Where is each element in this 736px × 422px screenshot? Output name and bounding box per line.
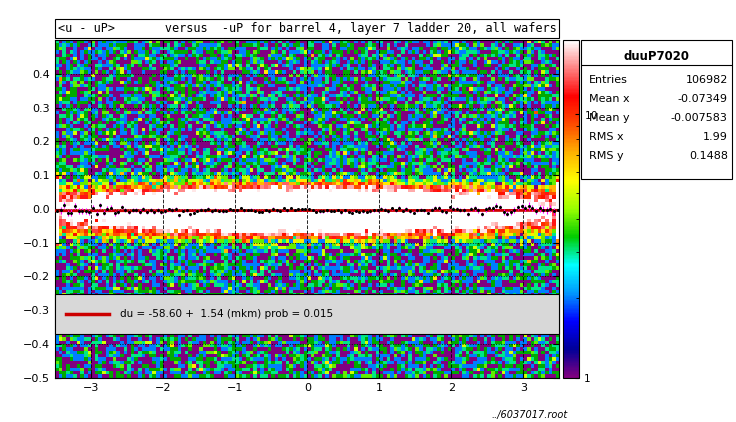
Text: 1.99: 1.99: [703, 132, 728, 142]
Text: Mean x: Mean x: [589, 94, 629, 104]
Text: Mean y: Mean y: [589, 113, 629, 123]
Text: RMS y: RMS y: [589, 151, 623, 161]
Text: 106982: 106982: [685, 76, 728, 86]
Text: du = -58.60 +  1.54 (mkm) prob = 0.015: du = -58.60 + 1.54 (mkm) prob = 0.015: [120, 309, 333, 319]
Text: <u - uP>       versus  -uP for barrel 4, layer 7 ladder 20, all wafers: <u - uP> versus -uP for barrel 4, layer …: [57, 22, 556, 35]
Text: duuP7020: duuP7020: [624, 50, 690, 63]
Text: Entries: Entries: [589, 76, 628, 86]
Bar: [55, 294, 559, 335]
Text: ../6037017.root: ../6037017.root: [492, 410, 568, 420]
Text: -0.07349: -0.07349: [678, 94, 728, 104]
Text: 0.1488: 0.1488: [689, 151, 728, 161]
Text: RMS x: RMS x: [589, 132, 623, 142]
Text: -0.007583: -0.007583: [671, 113, 728, 123]
